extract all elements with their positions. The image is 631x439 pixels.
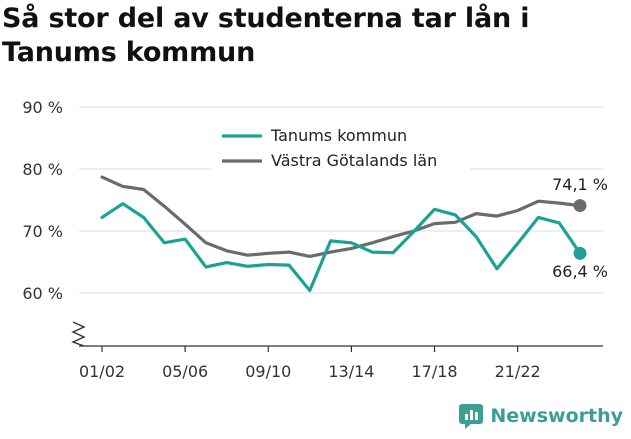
legend-label: Tanums kommun xyxy=(270,126,407,145)
newsworthy-brand[interactable]: Newsworthy xyxy=(459,401,623,431)
end-label-tanum: 66,4 % xyxy=(552,262,608,281)
newsworthy-logo-icon xyxy=(459,404,484,429)
x-tick-label: 21/22 xyxy=(495,362,541,381)
x-tick-label: 05/06 xyxy=(162,362,208,381)
y-tick-label: 70 % xyxy=(22,222,63,241)
series-end-point xyxy=(573,199,587,213)
chart-title: Så stor del av studenterna tar lån i Tan… xyxy=(2,3,530,68)
end-labels: 74,1 % 66,4 % xyxy=(552,175,608,281)
y-tick-label: 90 % xyxy=(22,98,63,117)
series-line xyxy=(100,175,582,258)
x-axis: 01/02 05/06 09/10 13/14 17/18 21/22 xyxy=(71,321,603,381)
y-tick-label: 80 % xyxy=(22,160,63,179)
end-label-vastra-gotaland: 74,1 % xyxy=(552,175,608,194)
brand-name: Newsworthy xyxy=(490,405,623,427)
x-tick-label: 17/18 xyxy=(411,362,457,381)
series-end-point xyxy=(573,246,587,260)
x-tick-label: 01/02 xyxy=(79,362,125,381)
series-line xyxy=(100,202,582,293)
legend: Tanums kommun Västra Götalands län xyxy=(212,120,470,176)
series-lines xyxy=(100,175,587,293)
x-tick-label: 09/10 xyxy=(245,362,291,381)
y-axis-ticks: 60 % 70 % 80 % 90 % xyxy=(22,98,63,303)
legend-box xyxy=(212,120,470,176)
y-tick-label: 60 % xyxy=(22,284,63,303)
legend-label: Västra Götalands län xyxy=(271,151,437,170)
axis-break-icon xyxy=(71,321,86,347)
x-tick-label: 13/14 xyxy=(328,362,374,381)
